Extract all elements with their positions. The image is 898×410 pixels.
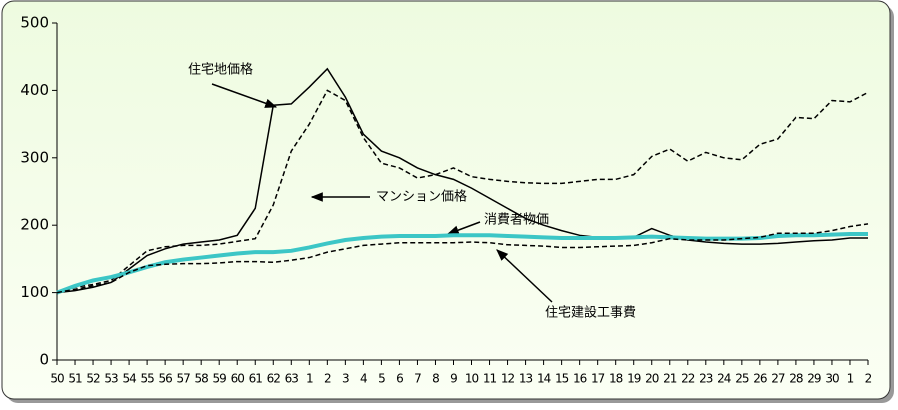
x-tick-label: 20 <box>645 372 659 386</box>
x-tick-label: 11 <box>483 372 497 386</box>
line-series <box>56 89 869 294</box>
y-tick-label: 200 <box>20 216 49 234</box>
x-tick-label: 62 <box>267 372 281 386</box>
x-tick-label: 61 <box>249 372 263 386</box>
annotation: 住宅地価格 <box>188 62 253 78</box>
x-tick-label: 16 <box>573 372 587 386</box>
annotation: マンション価格 <box>376 189 467 205</box>
x-tick-label: 13 <box>519 372 533 386</box>
y-tick-label: 0 <box>39 351 49 369</box>
y-tick-label: 500 <box>20 14 49 32</box>
y-tick-label: 400 <box>20 81 49 99</box>
x-tick-label: 4 <box>360 372 367 386</box>
y-tick-label: 300 <box>20 148 49 166</box>
x-tick-label: 23 <box>699 372 713 386</box>
line-series <box>56 223 869 294</box>
x-tick-label: 7 <box>414 372 421 386</box>
x-tick-label: 50 <box>50 372 64 386</box>
x-tick-label: 9 <box>450 372 457 386</box>
x-tick-label: 3 <box>342 372 349 386</box>
x-tick-label: 19 <box>627 372 641 386</box>
x-tick-label: 1 <box>847 372 854 386</box>
x-tick-label: 17 <box>591 372 605 386</box>
x-tick-label: 1 <box>306 372 313 386</box>
x-tick-label: 2 <box>865 372 872 386</box>
x-tick-label: 63 <box>285 372 299 386</box>
x-tick-label: 55 <box>140 372 154 386</box>
x-tick-label: 29 <box>807 372 821 386</box>
x-tick-label: 6 <box>396 372 403 386</box>
y-tick-label: 100 <box>20 283 49 301</box>
annotation: 住宅建設工事費 <box>545 305 636 321</box>
x-tick-label: 53 <box>104 372 118 386</box>
x-tick-label: 60 <box>231 372 245 386</box>
x-tick-label: 51 <box>68 372 82 386</box>
x-tick-label: 2 <box>324 372 331 386</box>
x-tick-label: 5 <box>378 372 385 386</box>
x-tick-label: 21 <box>663 372 677 386</box>
line-series <box>56 67 868 294</box>
x-tick-label: 59 <box>213 372 227 386</box>
x-tick-label: 58 <box>195 372 209 386</box>
x-tick-label: 56 <box>158 372 172 386</box>
x-tick-label: 54 <box>122 372 136 386</box>
x-tick-label: 28 <box>789 372 803 386</box>
x-tick-label: 24 <box>717 372 731 386</box>
x-tick-label: 12 <box>501 372 515 386</box>
x-tick-label: 30 <box>825 372 839 386</box>
annotation: 消費者物価 <box>484 213 549 228</box>
x-tick-label: 27 <box>771 372 785 386</box>
x-tick-label: 26 <box>753 372 767 386</box>
x-tick-label: 52 <box>86 372 100 386</box>
x-tick-label: 57 <box>177 372 191 386</box>
x-tick-label: 10 <box>465 372 479 386</box>
annotation-arrows <box>211 83 553 303</box>
x-tick-label: 25 <box>735 372 749 386</box>
x-tick-label: 14 <box>537 372 551 386</box>
x-tick-label: 15 <box>555 372 569 386</box>
x-tick-label: 8 <box>432 372 439 386</box>
x-tick-label: 18 <box>609 372 623 386</box>
panel <box>1 0 891 400</box>
x-tick-label: 22 <box>681 372 695 386</box>
